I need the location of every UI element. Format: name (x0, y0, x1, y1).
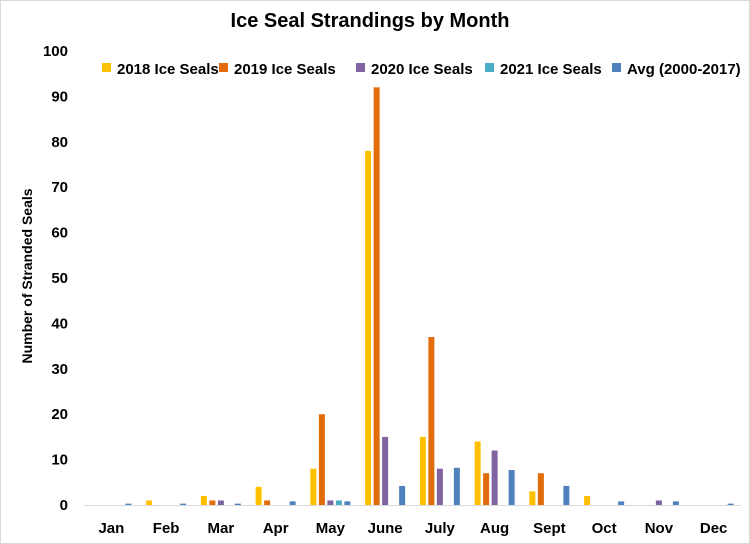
bar-2020-ice-seals-june (382, 436, 389, 505)
x-tick-label: Apr (263, 520, 289, 537)
legend-label: 2019 Ice Seals (234, 61, 336, 78)
y-tick-label: 50 (51, 270, 68, 287)
legend-label: 2020 Ice Seals (371, 61, 473, 78)
y-tick-label: 90 (51, 88, 68, 105)
y-tick-label: 60 (51, 225, 68, 242)
x-tick-label: July (425, 520, 456, 537)
bar-avg-2000-2017-june (399, 485, 406, 505)
legend-swatch (102, 63, 111, 72)
bar-2018-ice-seals-july (419, 436, 426, 505)
x-tick-label: Dec (700, 520, 728, 537)
bar-2020-ice-seals-aug (491, 450, 498, 505)
legend-swatch (356, 63, 365, 72)
bar-avg-2000-2017-nov (672, 501, 679, 505)
bar-2021-ice-seals-may (335, 500, 342, 505)
bar-avg-2000-2017-dec (727, 503, 734, 505)
x-tick-label: Oct (592, 520, 617, 537)
bar-avg-2000-2017-apr (289, 501, 296, 505)
x-axis-ticks: Jan Feb Mar Apr May June July Aug Sept Oct Nov Dec (98, 520, 727, 537)
bar-avg-2000-2017-aug (508, 470, 515, 505)
bar-2019-ice-seals-may (318, 414, 325, 505)
legend-swatch (219, 63, 228, 72)
bar-avg-2000-2017-jan (125, 503, 132, 505)
bar-2018-ice-seals-sept (529, 491, 536, 505)
x-tick-label: May (316, 520, 346, 537)
bar-2019-ice-seals-july (428, 337, 435, 505)
y-axis-label: Number of Stranded Seals (19, 188, 35, 363)
bar-2020-ice-seals-mar (217, 500, 224, 505)
y-tick-label: 20 (51, 406, 68, 423)
legend-swatch (485, 63, 494, 72)
legend: 2018 Ice Seals 2019 Ice Seals 2020 Ice Sea… (102, 61, 741, 78)
y-tick-label: 100 (43, 43, 68, 60)
bar-2019-ice-seals-june (373, 87, 380, 505)
x-tick-label: Aug (480, 520, 509, 537)
y-axis-ticks: 0 10 20 30 40 50 60 70 80 90 100 (43, 43, 68, 514)
bar-2018-ice-seals-apr (255, 486, 262, 505)
bar-2019-ice-seals-aug (483, 473, 490, 505)
x-tick-label: Feb (153, 520, 180, 537)
bar-2019-ice-seals-sept (537, 473, 544, 505)
x-tick-label: Nov (645, 520, 674, 537)
bar-2020-ice-seals-nov (655, 500, 662, 505)
legend-swatch (612, 63, 621, 72)
bar-2018-ice-seals-mar (200, 495, 207, 505)
legend-label: 2021 Ice Seals (500, 61, 602, 78)
y-tick-label: 0 (60, 497, 68, 514)
x-tick-label: Jan (98, 520, 124, 537)
bar-2019-ice-seals-mar (209, 500, 216, 505)
bar-avg-2000-2017-mar (234, 503, 241, 505)
bar-2018-ice-seals-june (365, 150, 372, 505)
chart-title: Ice Seal Strandings by Month (231, 10, 510, 32)
bars (125, 87, 734, 505)
y-tick-label: 70 (51, 179, 68, 196)
y-tick-label: 80 (51, 134, 68, 151)
legend-label: 2018 Ice Seals (117, 61, 219, 78)
bar-avg-2000-2017-feb (180, 503, 187, 505)
legend-label: Avg (2000-2017) (627, 61, 741, 78)
bar-avg-2000-2017-may (344, 501, 351, 505)
bar-avg-2000-2017-july (453, 467, 460, 505)
bar-2019-ice-seals-apr (264, 500, 271, 505)
x-tick-label: Mar (208, 520, 235, 537)
bar-2018-ice-seals-may (310, 468, 317, 505)
bar-2018-ice-seals-feb (146, 500, 153, 505)
bar-2018-ice-seals-oct (584, 495, 591, 505)
x-tick-label: Sept (533, 520, 566, 537)
bar-2018-ice-seals-aug (474, 441, 481, 505)
y-tick-label: 40 (51, 315, 68, 332)
bar-2020-ice-seals-july (436, 468, 443, 505)
bar-avg-2000-2017-oct (618, 501, 625, 505)
bar-2020-ice-seals-may (327, 500, 334, 505)
bar-avg-2000-2017-sept (563, 485, 570, 505)
y-tick-label: 10 (51, 452, 68, 469)
x-tick-label: June (368, 520, 403, 537)
y-tick-label: 30 (51, 361, 68, 378)
